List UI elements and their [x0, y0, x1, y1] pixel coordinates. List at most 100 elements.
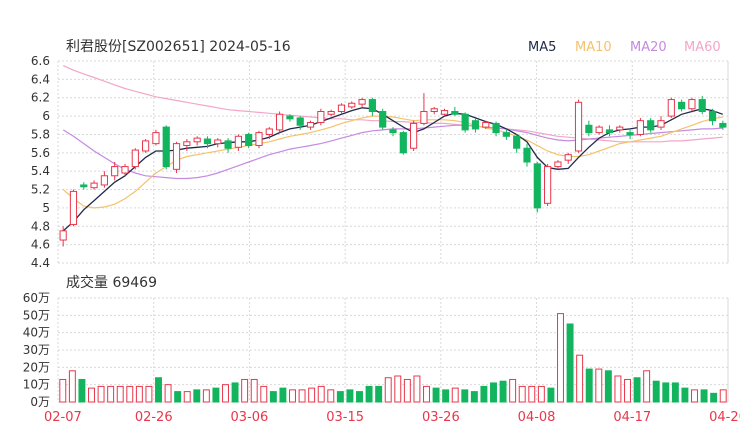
candle — [626, 129, 634, 140]
volume-bar-down — [356, 391, 363, 403]
volume-bar-down — [365, 385, 373, 403]
volume-bar-up — [384, 377, 392, 403]
candle-body-up — [440, 110, 449, 115]
volume-bar-up — [576, 354, 584, 403]
volume-bar-down — [547, 387, 555, 403]
candle-body-up — [265, 128, 273, 135]
candle-body-down — [296, 117, 304, 126]
candle-body-down — [471, 120, 480, 130]
candle — [482, 120, 490, 129]
volume-bar-down — [155, 377, 162, 403]
candle — [544, 163, 552, 207]
price-tick-label: 6 — [42, 109, 50, 123]
volume-bar-up — [222, 384, 229, 403]
candle — [224, 138, 232, 153]
volume-bar-up — [183, 391, 191, 403]
candle-body-down — [708, 111, 717, 122]
candle — [719, 120, 727, 130]
volume-bar-up — [624, 378, 631, 403]
candle-body-down — [286, 115, 294, 120]
volume-bar-down — [336, 391, 344, 403]
volume-bar-up — [557, 313, 564, 403]
volume-bar-up — [413, 375, 421, 403]
candle-body-down — [379, 111, 387, 128]
volume-bar-down — [231, 382, 239, 403]
candle-body-up — [214, 139, 222, 145]
candle-body-down — [719, 122, 727, 128]
candle-body-up — [100, 175, 108, 186]
candle — [203, 136, 212, 149]
candle-body-up — [90, 182, 98, 189]
candle-body-up — [317, 111, 325, 124]
candle — [276, 111, 284, 133]
candle — [111, 162, 119, 181]
candle — [368, 97, 376, 117]
grid — [57, 60, 729, 403]
candle — [430, 106, 438, 115]
candle-body-up — [131, 149, 139, 168]
volume-bar-down — [633, 377, 641, 403]
chart-title: 利君股份[SZ002651] 2024-05-16 — [66, 39, 291, 55]
candle — [399, 130, 407, 155]
legend-ma5: MA5 — [528, 40, 556, 55]
price-tick-label: 5.4 — [31, 164, 50, 178]
candle-body-up — [358, 99, 366, 105]
volume-bar-down — [375, 385, 383, 403]
candle — [337, 103, 346, 115]
candle-body-up — [688, 99, 696, 110]
candle-body-down — [502, 132, 510, 137]
candle-body-down — [585, 124, 593, 134]
volume-bar-down — [78, 378, 86, 403]
candle-body-up — [574, 101, 583, 152]
candle-body-down — [245, 133, 253, 146]
candle-body-down — [389, 129, 397, 134]
volume-bar-up — [68, 370, 76, 403]
volume-bar-up — [107, 385, 115, 403]
volume-bar-down — [174, 391, 182, 403]
price-tick-label: 5 — [42, 201, 50, 215]
candle — [100, 171, 108, 188]
volume-bar-up — [691, 389, 698, 403]
candle — [585, 120, 593, 137]
volume-bar-up — [317, 385, 325, 403]
candle-body-up — [69, 190, 78, 225]
volume-bar-down — [480, 385, 488, 403]
volume-bar-up — [327, 389, 335, 403]
candle — [513, 134, 521, 153]
candle-body-down — [461, 113, 469, 131]
candle — [502, 129, 510, 140]
candle-body-down — [203, 138, 212, 145]
volume-bar-up — [164, 384, 172, 403]
candle — [306, 120, 315, 130]
candle-body-up — [183, 141, 191, 146]
volume-tick-label: 20万 — [23, 360, 50, 374]
candle — [708, 108, 717, 126]
volume-bar-down — [193, 389, 201, 403]
candle-body-up — [111, 166, 119, 177]
candle-body-up — [348, 102, 356, 108]
candle — [657, 116, 665, 130]
candle-body-down — [399, 132, 407, 154]
volume-tick-label: 60万 — [23, 291, 50, 305]
volume-bar-down — [700, 389, 708, 403]
date-tick-label: 03-15 — [326, 410, 364, 425]
volume-bar-up — [298, 389, 306, 403]
volume-bar-up — [537, 385, 545, 403]
volume-bar-down — [671, 382, 679, 403]
candle — [90, 180, 98, 190]
price-tick-label: 5.6 — [31, 146, 50, 160]
volume-bar-up — [116, 385, 124, 403]
date-tick-label: 02-26 — [135, 410, 173, 425]
candle — [523, 143, 531, 167]
candle-body-down — [647, 120, 655, 131]
volume-tick-label: 50万 — [23, 308, 50, 322]
candle — [183, 139, 191, 151]
legend-ma10: MA10 — [575, 40, 612, 55]
candle-body-up — [667, 99, 675, 117]
price-tick-label: 6.6 — [31, 54, 50, 68]
candle-body-up — [636, 120, 644, 135]
candle — [667, 97, 675, 118]
candle — [616, 125, 624, 133]
candlesticks — [59, 93, 727, 247]
candle — [595, 125, 603, 135]
